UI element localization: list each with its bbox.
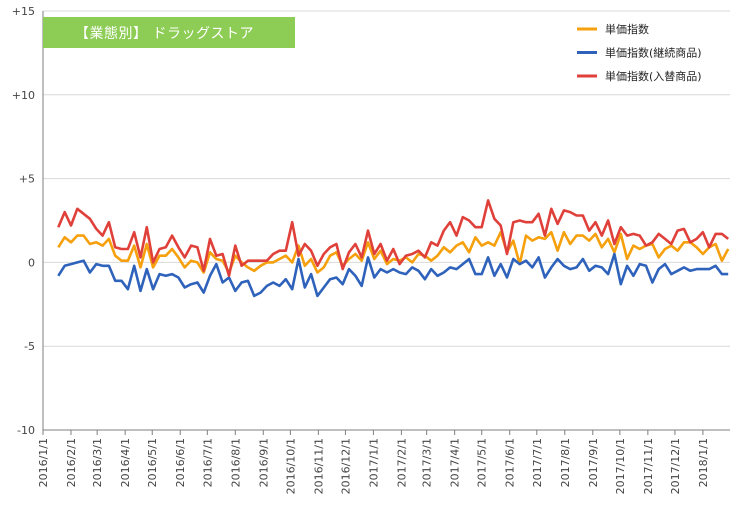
y-tick-label: +5 [19, 173, 35, 186]
x-tick-label: 2016/3/1 [91, 438, 104, 487]
chart-title-tag: 【業態別】 ドラッグストア [43, 17, 295, 48]
x-tick-label: 2017/1/1 [367, 438, 380, 487]
series-lines [57, 199, 730, 298]
y-tick-label: -10 [17, 424, 35, 437]
x-tick-label: 2018/1/1 [697, 438, 710, 487]
chart-title: 【業態別】 ドラッグストア [75, 25, 254, 42]
x-tick-label: 2017/12/1 [669, 438, 682, 494]
x-tick-label: 2016/11/1 [312, 438, 325, 494]
x-tick-label: 2017/11/1 [642, 438, 655, 494]
legend-label: 単価指数 [605, 22, 649, 36]
x-tick-label: 2016/5/1 [146, 438, 159, 487]
series-line [57, 230, 730, 274]
x-tick-label: 2016/10/1 [284, 438, 297, 494]
x-tick-label: 2016/6/1 [174, 438, 187, 487]
x-tick-label: 2016/7/1 [201, 438, 214, 487]
y-axis-ticks: -10 -5 0 +5 +10 +15 [12, 5, 35, 437]
x-tick-label: 2017/5/1 [476, 438, 489, 487]
x-tick-label: 2017/8/1 [559, 438, 572, 487]
x-tick-label: 2017/4/1 [449, 438, 462, 487]
x-tick-label: 2017/2/1 [395, 438, 408, 487]
x-tick-label: 2016/2/1 [65, 438, 78, 487]
x-tick-label: 2017/3/1 [421, 438, 434, 487]
y-tick-label: +15 [12, 5, 35, 18]
x-tick-label: 2016/9/1 [257, 438, 270, 487]
y-tick-label: -5 [24, 340, 35, 353]
y-tick-label: +10 [12, 89, 35, 102]
series-line [57, 199, 730, 278]
x-tick-label: 2016/4/1 [119, 438, 132, 487]
x-axis-ticks: 2016/1/1 2016/2/1 2016/3/1 2016/4/1 2016/5/1… [37, 430, 710, 494]
x-tick-label: 2017/10/1 [614, 438, 627, 494]
x-tick-label: 2016/12/1 [339, 438, 352, 494]
x-tick-label: 2016/1/1 [37, 438, 50, 487]
y-tick-label: 0 [28, 256, 35, 269]
x-tick-label: 2017/9/1 [587, 438, 600, 487]
x-tick-label: 2016/8/1 [229, 438, 242, 487]
legend-label: 単価指数(継続商品) [605, 46, 702, 60]
x-tick-label: 2017/6/1 [504, 438, 517, 487]
x-tick-label: 2017/7/1 [531, 438, 544, 487]
legend-label: 単価指数(入替商品) [605, 69, 702, 83]
series-line [57, 252, 729, 298]
